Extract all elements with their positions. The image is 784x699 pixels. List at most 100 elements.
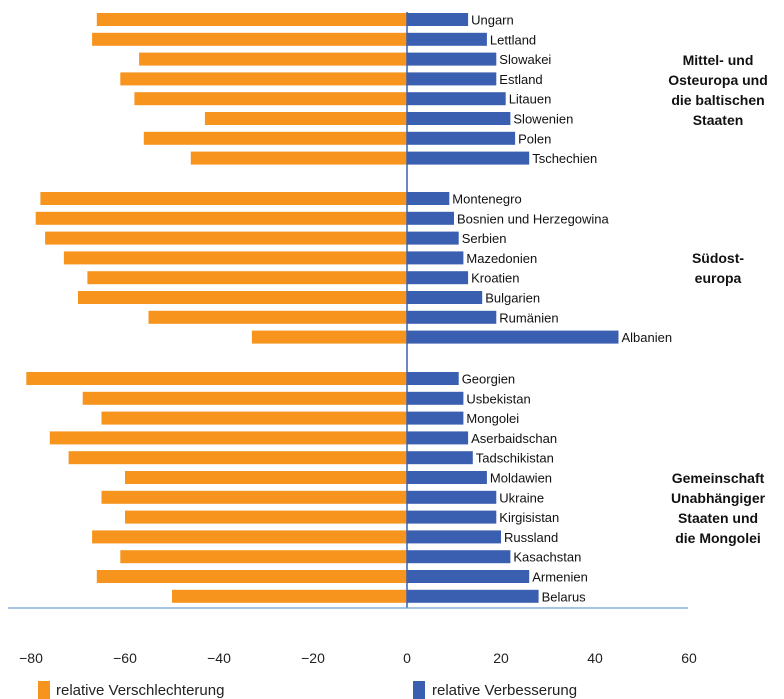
bar-relative-verschlechterung [49,431,408,445]
bar-relative-verbesserung [407,151,530,165]
bar-relative-verschlechterung [125,471,407,484]
country-label: Belarus [542,589,587,604]
bar-relative-verschlechterung [134,92,407,106]
x-tick-label: −20 [301,650,325,666]
bar-relative-verbesserung [407,490,497,504]
bar-relative-verschlechterung [92,32,407,46]
country-label: Mongolei [466,411,519,426]
bar-relative-verschlechterung [96,570,408,583]
bar-relative-verschlechterung [35,211,407,225]
country-label: Lettland [490,32,536,47]
bar-relative-verbesserung [407,510,497,524]
bar-relative-verschlechterung [125,510,407,524]
bar-relative-verbesserung [407,411,464,425]
bar-relative-verschlechterung [87,271,408,285]
bar-relative-verbesserung [407,431,469,445]
bar-relative-verbesserung [407,330,619,344]
country-label: Litauen [509,92,552,107]
legend-swatch-verschlechterung [38,681,50,699]
country-label: Russland [504,530,558,545]
group-label: Mittel- und [683,52,754,68]
x-tick-label: 0 [403,650,411,666]
country-label: Serbien [462,231,507,246]
bar-relative-verschlechterung [92,530,407,544]
bar-relative-verbesserung [407,372,459,385]
country-label: Bulgarien [485,291,540,306]
bar-relative-verschlechterung [45,231,407,245]
country-label: Moldawien [490,471,552,486]
x-tick-label: −80 [19,650,43,666]
country-label: Tadschikistan [476,451,554,466]
group-label: die Mongolei [675,530,761,546]
bar-relative-verschlechterung [40,192,408,205]
legend-label-verbesserung: relative Verbesserung [432,682,577,699]
country-label: Usbekistan [466,391,530,406]
bar-relative-verbesserung [407,271,469,285]
bar-relative-verschlechterung [101,411,407,425]
country-label: Slowenien [513,112,573,127]
bar-relative-verbesserung [407,451,473,465]
bar-relative-verbesserung [407,550,511,564]
country-label: Kasachstan [513,550,581,565]
group-label: die baltischen [671,92,764,108]
bar-relative-verbesserung [407,291,483,304]
country-label: Slowakei [499,52,551,67]
bar-relative-verbesserung [407,231,459,245]
bar-relative-verbesserung [407,72,497,86]
bar-relative-verbesserung [407,391,464,405]
country-label: Kroatien [471,271,519,286]
group-label: Unabhängiger [671,490,766,506]
country-label: Albanien [622,330,673,345]
group-label: Südost- [692,250,744,266]
bar-relative-verbesserung [407,32,487,46]
group-label: Osteuropa und [668,72,768,88]
x-tick-label: −40 [207,650,231,666]
x-tick-label: 60 [681,650,697,666]
country-label: Ungarn [471,13,514,28]
x-tick-label: 40 [587,650,603,666]
country-label: Estland [499,72,542,87]
bar-relative-verschlechterung [143,131,408,145]
bar-relative-verschlechterung [101,490,407,504]
bar-relative-verschlechterung [82,391,407,405]
bar-relative-verschlechterung [204,112,407,125]
bar-relative-verschlechterung [63,251,408,265]
bar-relative-verbesserung [407,471,487,484]
country-label: Bosnien und Herzegowina [457,211,610,226]
bar-relative-verbesserung [407,530,501,544]
bar-relative-verbesserung [407,310,497,324]
country-label: Aserbaidschan [471,431,557,446]
country-label: Polen [518,131,551,146]
bar-relative-verschlechterung [68,451,407,465]
bar-relative-verbesserung [407,192,450,205]
bar-relative-verbesserung [407,251,464,265]
legend-swatch-verbesserung [413,681,425,699]
bar-relative-verbesserung [407,570,530,583]
country-label: Mazedonien [466,251,537,266]
bar-relative-verbesserung [407,13,469,26]
group-label: europa [695,270,742,286]
bar-relative-verbesserung [407,52,497,66]
bar-relative-verbesserung [407,131,516,145]
bar-relative-verschlechterung [120,72,408,86]
bar-relative-verschlechterung [120,550,408,564]
country-label: Armenien [532,570,588,585]
country-label: Ukraine [499,490,544,505]
country-label: Montenegro [452,192,521,207]
bar-relative-verschlechterung [251,330,407,344]
bar-relative-verschlechterung [190,151,407,165]
legend-label-verschlechterung: relative Verschlechterung [56,682,224,699]
country-label: Georgien [462,372,515,387]
country-label: Rumänien [499,310,558,325]
bar-relative-verschlechterung [148,310,407,324]
bar-relative-verbesserung [407,589,539,603]
x-tick-label: 20 [493,650,509,666]
group-label: Staaten und [678,510,758,526]
bar-relative-verschlechterung [26,372,408,385]
bar-relative-verbesserung [407,112,511,125]
country-label: Tschechien [532,151,597,166]
group-label: Staaten [693,112,744,128]
bar-relative-verschlechterung [96,13,408,26]
country-label: Kirgisistan [499,510,559,525]
